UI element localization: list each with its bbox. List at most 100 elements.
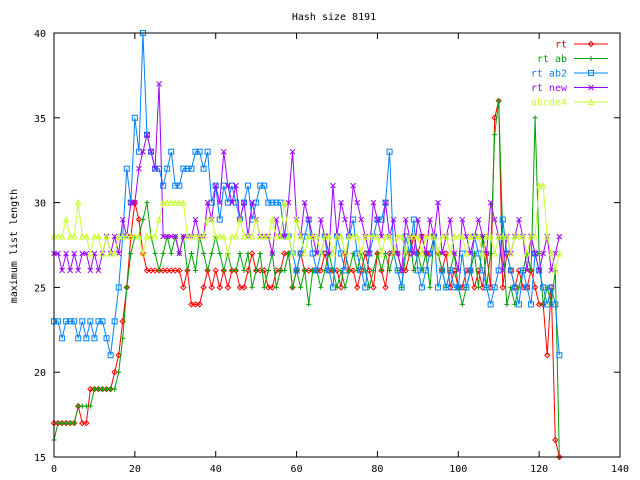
data-point	[552, 266, 559, 274]
data-point	[217, 250, 223, 256]
y-tick-label: 15	[34, 453, 46, 464]
data-point	[378, 249, 385, 257]
data-point	[463, 249, 470, 257]
data-point	[374, 216, 381, 223]
data-point	[499, 267, 506, 274]
data-point	[499, 284, 506, 291]
legend-label: rt new	[531, 83, 568, 94]
data-point	[540, 250, 547, 257]
data-point	[382, 284, 389, 291]
ticks-layer: 0 20 40 60 80 100 120 140 15 20 25 30 35 40	[34, 29, 629, 475]
data-point	[556, 233, 563, 240]
data-point	[382, 232, 389, 240]
data-point	[459, 301, 465, 307]
data-point	[151, 267, 159, 274]
data-point	[228, 182, 235, 189]
legend-swatch-marker	[588, 70, 594, 76]
data-point	[459, 232, 466, 240]
data-point	[313, 232, 321, 240]
data-point	[273, 284, 279, 290]
data-point	[406, 232, 414, 240]
data-point	[475, 216, 482, 223]
data-point	[552, 436, 559, 444]
data-point	[543, 232, 551, 240]
data-point	[265, 267, 271, 273]
data-point	[62, 215, 70, 223]
data-point	[439, 267, 446, 274]
data-point	[163, 198, 171, 206]
data-point	[131, 114, 138, 121]
data-point	[188, 232, 195, 240]
data-point	[221, 267, 227, 273]
data-point	[160, 250, 166, 256]
data-point	[144, 200, 150, 206]
data-point	[361, 232, 369, 240]
data-point	[556, 249, 563, 257]
data-point	[414, 232, 422, 240]
data-point	[293, 267, 300, 274]
data-point	[112, 386, 118, 392]
data-point	[532, 250, 538, 257]
x-tick-label: 100	[449, 464, 467, 475]
data-point	[302, 267, 308, 273]
data-point	[528, 301, 535, 308]
data-point	[305, 216, 312, 223]
data-point	[78, 232, 86, 240]
data-point	[200, 284, 207, 291]
data-point	[305, 267, 312, 274]
data-point	[83, 232, 90, 240]
data-point	[358, 267, 365, 274]
data-point	[168, 233, 175, 240]
data-point	[160, 233, 167, 240]
data-point	[171, 198, 179, 206]
data-point	[192, 232, 199, 240]
data-point	[233, 182, 239, 189]
data-point	[119, 232, 127, 240]
data-point	[370, 284, 377, 291]
data-point	[298, 284, 304, 290]
data-point	[115, 232, 122, 240]
data-point	[301, 199, 308, 206]
data-point	[245, 250, 251, 256]
data-point	[447, 216, 454, 223]
data-point	[209, 250, 215, 256]
data-point	[426, 250, 433, 257]
x-tick-label: 20	[129, 464, 141, 475]
data-point	[156, 81, 162, 87]
data-point	[245, 182, 252, 189]
data-point	[305, 216, 312, 223]
data-point	[418, 284, 425, 291]
data-point	[204, 199, 211, 206]
data-point	[103, 232, 110, 240]
x-tick-label: 80	[371, 464, 383, 475]
data-point	[140, 217, 146, 223]
data-point	[435, 199, 441, 206]
data-point	[70, 232, 78, 240]
data-point	[261, 284, 267, 290]
data-point	[438, 232, 446, 240]
data-point	[418, 249, 426, 257]
data-point	[123, 165, 130, 172]
data-point	[415, 216, 421, 223]
data-point	[532, 250, 539, 257]
data-point	[216, 232, 224, 240]
data-point	[383, 250, 389, 256]
data-point	[220, 232, 228, 240]
data-point	[535, 182, 543, 189]
data-point	[192, 148, 199, 155]
data-point	[422, 232, 430, 240]
data-point	[168, 267, 175, 274]
data-point	[325, 267, 332, 274]
data-point	[318, 284, 324, 290]
data-point	[353, 232, 361, 240]
data-point	[75, 335, 82, 342]
legend-label: abcde4	[531, 98, 567, 109]
data-point	[479, 249, 486, 257]
data-point	[140, 148, 146, 155]
data-point	[410, 216, 417, 223]
data-point	[358, 216, 365, 223]
data-point	[124, 284, 130, 290]
data-point	[224, 249, 232, 257]
data-point	[491, 249, 498, 257]
